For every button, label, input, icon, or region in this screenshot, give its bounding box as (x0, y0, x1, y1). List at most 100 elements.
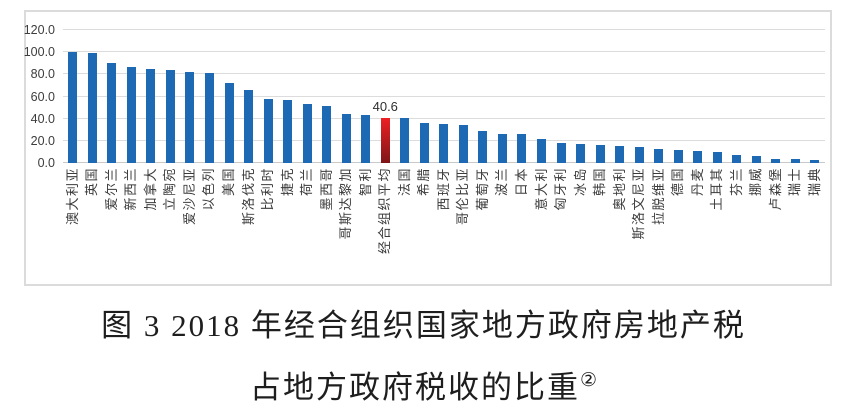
x-axis-category-label: 立陶宛 (162, 167, 178, 211)
x-label-slot: 韩国 (590, 163, 610, 281)
bar-slot (317, 30, 337, 163)
x-axis-category-label: 墨西哥 (318, 167, 334, 211)
x-label-slot: 哥斯达黎加 (336, 163, 356, 281)
x-axis-category-label: 经合组织平均 (377, 167, 393, 255)
bar-slot (278, 30, 298, 163)
x-axis-category-label: 日本 (513, 167, 529, 197)
figure-caption-line2-text: 占地方政府税收的比重 (249, 370, 580, 405)
bar-slot (395, 30, 415, 163)
highlight-value-label: 40.6 (372, 99, 398, 115)
x-label-slot: 加拿大 (141, 163, 161, 281)
bar (400, 118, 410, 163)
bar-slot (551, 30, 571, 163)
bar (810, 160, 820, 163)
bar-slot (258, 30, 278, 163)
bar-oecd-average-highlighted (380, 118, 390, 163)
bar-slot (786, 30, 806, 163)
bar (712, 151, 722, 163)
bar (732, 154, 742, 163)
bar (693, 150, 703, 163)
bar (790, 159, 800, 163)
x-axis-category-label: 土耳其 (709, 167, 725, 211)
bar (263, 99, 273, 163)
bar (341, 113, 351, 163)
x-axis-category-label: 匈牙利 (553, 167, 569, 211)
bar-slot (141, 30, 161, 163)
x-axis-category-label: 意大利 (533, 167, 549, 211)
bar (771, 159, 781, 163)
bar-slot (356, 30, 376, 163)
x-label-slot: 新西兰 (122, 163, 142, 281)
bar-slot (239, 30, 259, 163)
y-axis-tick-labels: 0.0 20.0 40.0 60.0 80.0 100.0 120.0 (24, 23, 58, 170)
x-axis-category-label: 哥斯达黎加 (338, 167, 354, 240)
bar (204, 73, 214, 163)
x-axis-category-label: 荷兰 (299, 167, 315, 197)
x-label-slot: 荷兰 (297, 163, 317, 281)
bar-slot (63, 30, 83, 163)
x-label-slot: 芬兰 (727, 163, 747, 281)
x-label-slot: 瑞典 (805, 163, 825, 281)
x-axis-category-label: 比利时 (260, 167, 276, 211)
gridline (63, 73, 825, 75)
bar-slot (493, 30, 513, 163)
bar-slot (297, 30, 317, 163)
x-label-slot: 西班牙 (434, 163, 454, 281)
x-label-slot: 比利时 (258, 163, 278, 281)
bar (107, 62, 117, 163)
x-label-slot: 奥地利 (610, 163, 630, 281)
bar-slot (668, 30, 688, 163)
bar-slot (766, 30, 786, 163)
bar-slot (532, 30, 552, 163)
x-label-slot: 爱尔兰 (102, 163, 122, 281)
bar (126, 66, 136, 163)
x-axis-category-label: 澳大利亚 (64, 167, 80, 226)
y-tick-label: 120.0 (23, 23, 55, 37)
bar-slot (571, 30, 591, 163)
x-label-slot: 墨西哥 (317, 163, 337, 281)
x-axis-category-label: 哥伦比亚 (455, 167, 471, 226)
x-axis-labels: 澳大利亚 英国 爱尔兰 新西兰 加拿大 立陶宛 爱沙尼亚 以色列 美国 斯洛伐克 比利时 捷克 荷兰 墨西… (63, 163, 825, 281)
x-axis-category-label: 挪威 (748, 167, 764, 197)
bar (361, 115, 371, 163)
bar-slot (415, 30, 435, 163)
bar (244, 89, 254, 163)
x-axis-category-label: 以色列 (201, 167, 217, 211)
bar (185, 71, 195, 163)
y-tick-label: 40.0 (30, 111, 55, 126)
bar (458, 125, 468, 163)
bar-slot (512, 30, 532, 163)
bar (165, 69, 175, 163)
x-label-slot: 土耳其 (708, 163, 728, 281)
x-axis-category-label: 爱沙尼亚 (181, 167, 197, 226)
x-label-slot: 希腊 (415, 163, 435, 281)
bars-container: 40.6 (63, 30, 825, 163)
bar (419, 123, 429, 163)
x-label-slot: 经合组织平均 (376, 163, 396, 281)
x-label-slot: 德国 (668, 163, 688, 281)
bar (556, 143, 566, 163)
x-axis-category-label: 智利 (357, 167, 373, 197)
x-axis-category-label: 瑞典 (806, 167, 822, 197)
bar (576, 143, 586, 163)
figure-caption-line1: 图 3 2018 年经合组织国家地方政府房地产税 (101, 308, 746, 343)
bar-slot (708, 30, 728, 163)
x-label-slot: 澳大利亚 (63, 163, 83, 281)
figure-caption: 图 3 2018 年经合组织国家地方政府房地产税 占地方政府税收的比重② (0, 298, 847, 415)
x-axis-category-label: 斯洛伐克 (240, 167, 256, 226)
x-label-slot: 斯洛文尼亚 (629, 163, 649, 281)
x-axis-category-label: 法国 (396, 167, 412, 197)
bar (537, 139, 547, 163)
bar-slot (122, 30, 142, 163)
y-tick-label: 80.0 (30, 67, 55, 82)
x-axis-category-label: 希腊 (416, 167, 432, 197)
x-axis-category-label: 丹麦 (689, 167, 705, 197)
x-label-slot: 瑞士 (786, 163, 806, 281)
x-label-slot: 美国 (219, 163, 239, 281)
bar-slot (747, 30, 767, 163)
bar (322, 105, 332, 163)
x-label-slot: 日本 (512, 163, 532, 281)
gridline (63, 51, 825, 53)
x-axis-category-label: 斯洛文尼亚 (631, 167, 647, 240)
x-axis-category-label: 加拿大 (142, 167, 158, 211)
